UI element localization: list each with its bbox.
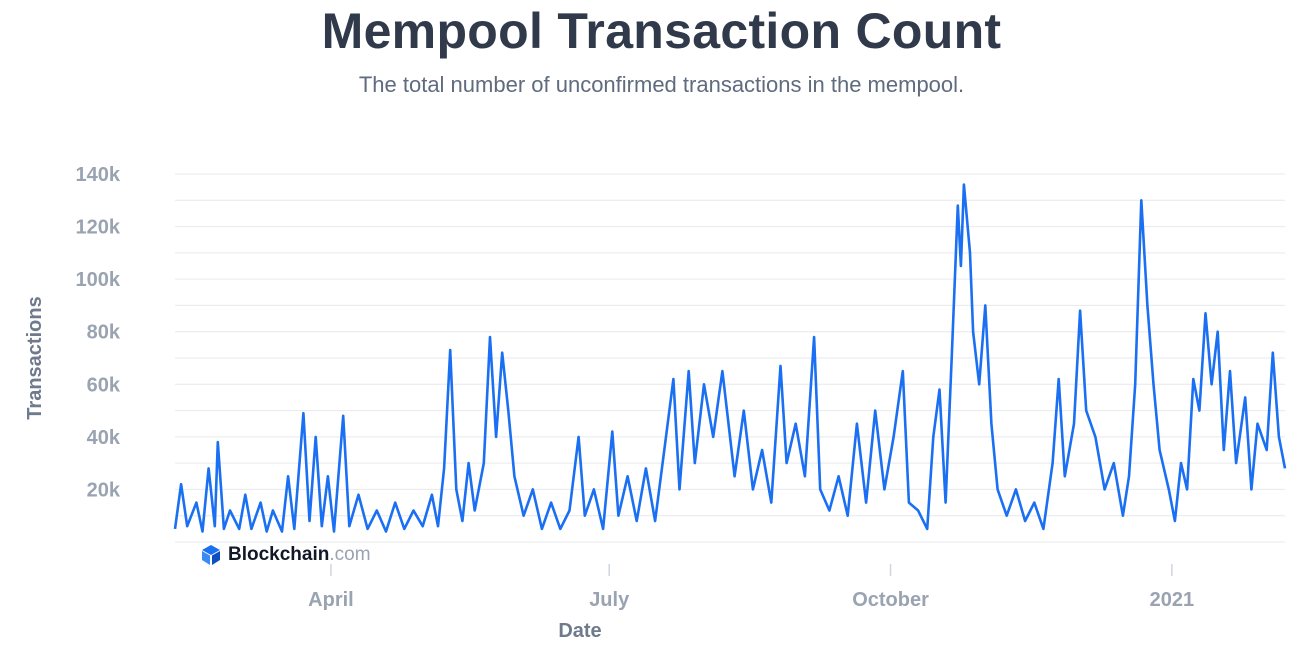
grid-lines: [175, 173, 1285, 543]
chart-subtitle: The total number of unconfirmed transact…: [358, 72, 965, 97]
watermark-brand: Blockchain: [228, 544, 330, 565]
x-axis-label: Date: [558, 620, 601, 642]
x-tick-label: April: [308, 589, 354, 611]
y-tick-label: 80k: [87, 322, 121, 344]
y-tick-label: 60k: [87, 374, 121, 396]
y-tick-label: 100k: [76, 269, 121, 291]
y-axis-label: Transactions: [24, 296, 46, 419]
series-lines: [173, 183, 1287, 533]
y-tick-label: 20k: [87, 479, 121, 501]
x-axis-ticks: April July October 2021: [308, 564, 1194, 611]
y-axis-ticks: 20k 40k 60k 80k 100k 120k 140k: [76, 164, 121, 501]
x-tick-label: July: [589, 589, 630, 611]
blockchain-logo-icon: [202, 545, 220, 565]
y-tick-label: 120k: [76, 217, 121, 239]
watermark-tld: .com: [329, 544, 371, 565]
y-tick-label: 40k: [87, 427, 121, 449]
x-tick-label: 2021: [1150, 589, 1195, 611]
blockchain-watermark: Blockchain .com: [200, 544, 371, 566]
series-line: [173, 183, 1287, 533]
y-tick-label: 140k: [76, 164, 121, 186]
chart-title: Mempool Transaction Count: [321, 3, 1002, 59]
x-tick-label: October: [852, 589, 929, 611]
